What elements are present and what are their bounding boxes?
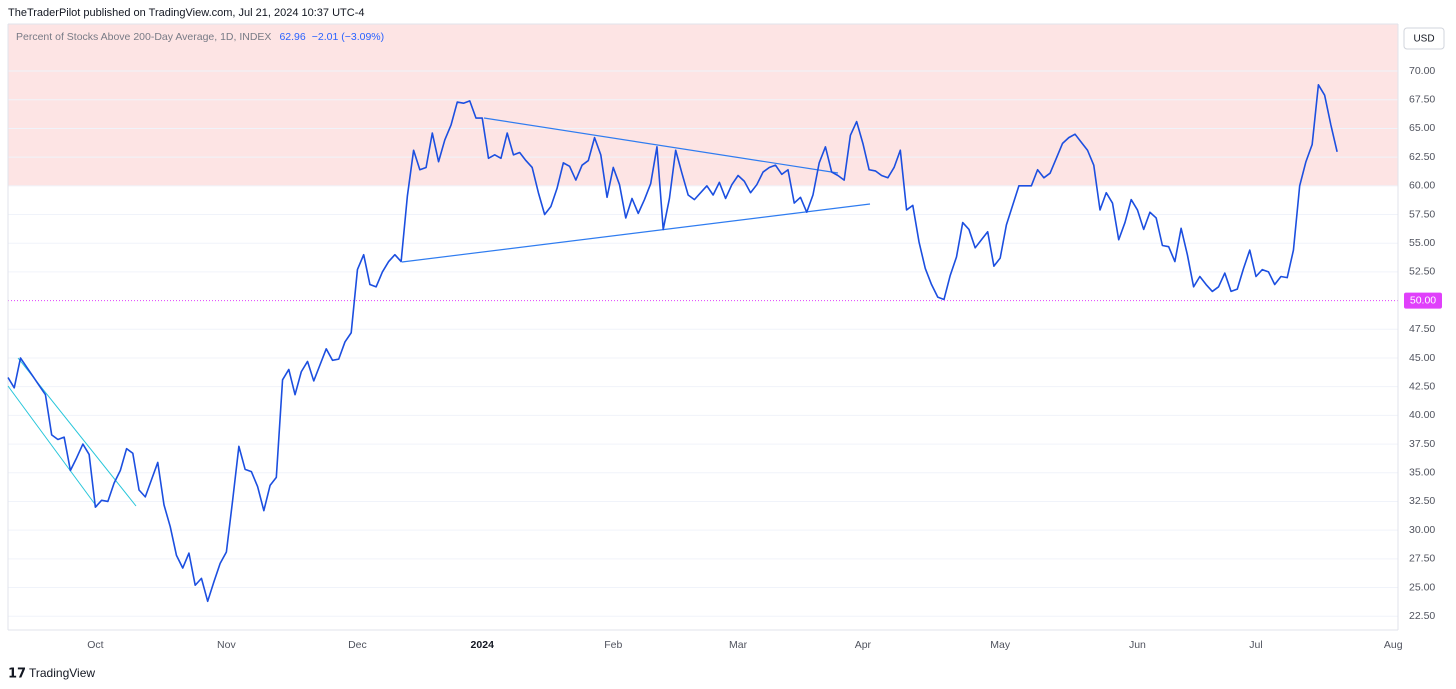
trendline [483, 117, 839, 174]
y-tick-label: 22.50 [1409, 610, 1435, 622]
currency[interactable]: USD [1413, 34, 1434, 45]
y-tick-label: 67.50 [1409, 94, 1435, 106]
trendline [7, 385, 98, 508]
y-tick-label: 25.00 [1409, 581, 1435, 593]
x-tick-label: Jul [1249, 639, 1262, 651]
trendline [401, 203, 871, 263]
currency-box[interactable] [1403, 27, 1445, 50]
y-tick-label: 57.50 [1409, 208, 1435, 220]
x-tick-label: 2024 [471, 639, 495, 651]
y-tick-label: 60.00 [1409, 180, 1435, 192]
y-tick-label: 40.00 [1409, 409, 1435, 421]
x-tick-label: Apr [855, 639, 872, 651]
chart-title: TheTraderPilot published on TradingView.… [8, 7, 364, 19]
x-tick-label: Feb [604, 639, 622, 651]
x-tick-label: Dec [348, 639, 367, 651]
y-tick-label: 70.00 [1409, 65, 1435, 77]
x-tick-label: May [990, 639, 1011, 651]
overbought-zone [8, 24, 1398, 186]
x-tick-label: Mar [729, 639, 748, 651]
y-tick-label: 45.00 [1409, 352, 1435, 364]
y-tick-label: 35.00 [1409, 467, 1435, 479]
data-line [7, 84, 1338, 603]
logo-mark: 𝟭𝟳 [8, 665, 26, 680]
x-tick-label: Nov [217, 639, 236, 651]
x-tick-label: Jun [1129, 639, 1146, 651]
reference-label: 50.00 [1410, 294, 1436, 306]
y-tick-label: 30.00 [1409, 524, 1435, 536]
y-tick-label: 27.50 [1409, 553, 1435, 565]
y-tick-label: 62.50 [1409, 151, 1435, 163]
y-tick-label: 37.50 [1409, 438, 1435, 450]
y-tick-label: 32.50 [1409, 495, 1435, 507]
legend-value: 62.96 [279, 31, 305, 43]
reference-label-box [1404, 292, 1442, 309]
x-tick-label: Oct [87, 639, 103, 651]
legend-name: Percent of Stocks Above 200-Day Average,… [16, 31, 271, 43]
legend-change: −2.01 (−3.09%) [312, 31, 384, 43]
y-tick-label: 42.50 [1409, 380, 1435, 392]
y-tick-label: 65.00 [1409, 122, 1435, 134]
footer-logo: 𝟭𝟳 [8, 665, 26, 680]
y-tick-label: 55.00 [1409, 237, 1435, 249]
y-tick-label: 52.50 [1409, 266, 1435, 278]
footer: TradingView [29, 666, 95, 680]
y-tick-label: 47.50 [1409, 323, 1435, 335]
x-tick-label: Aug [1384, 639, 1403, 651]
